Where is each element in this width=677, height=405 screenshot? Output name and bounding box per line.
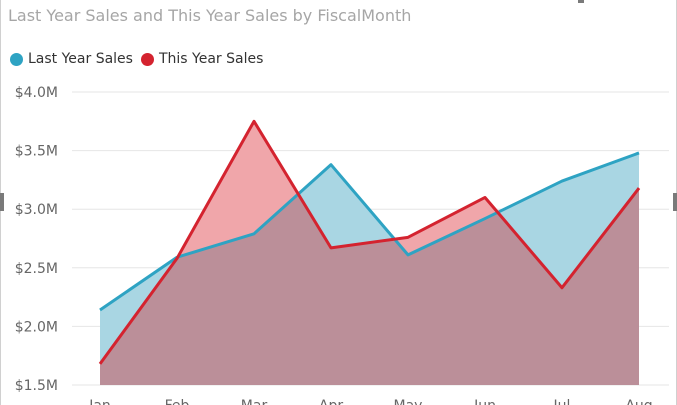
- chart-title: Last Year Sales and This Year Sales by F…: [8, 6, 412, 25]
- line-last-year-sales: [99, 151, 640, 312]
- resize-handle-top[interactable]: [578, 0, 584, 3]
- x-tick-label: Aug: [625, 398, 652, 405]
- y-tick-label: $2.0M: [15, 319, 58, 335]
- x-tick-label: May: [394, 398, 423, 405]
- x-tick-label: Feb: [165, 398, 190, 405]
- y-tick-label: $4.0M: [15, 85, 58, 101]
- y-tick-label: $3.5M: [15, 144, 58, 160]
- x-tick-label: Jan: [88, 398, 111, 405]
- resize-handle-right[interactable]: [673, 193, 677, 211]
- legend-item-last-year-sales[interactable]: Last Year Sales: [10, 51, 133, 67]
- resize-handle-left[interactable]: [0, 193, 4, 211]
- legend-label-this-year-sales: This Year Sales: [158, 51, 264, 67]
- x-tick-label: Apr: [319, 398, 343, 405]
- x-tick-label: Jul: [553, 398, 571, 405]
- y-tick-label: $1.5M: [15, 378, 58, 394]
- legend-marker-last-year-sales: [10, 52, 23, 66]
- legend-label-last-year-sales: Last Year Sales: [28, 51, 133, 67]
- area-overlap: [100, 188, 639, 385]
- line-this-year-sales: [98, 119, 641, 365]
- chart-legend: Last Year Sales This Year Sales: [10, 49, 271, 69]
- y-tick-label: $3.0M: [15, 202, 58, 218]
- y-tick-label: $2.5M: [15, 261, 58, 277]
- x-tick-label: Jun: [473, 398, 496, 405]
- legend-item-this-year-sales[interactable]: This Year Sales: [140, 51, 264, 67]
- legend-marker-this-year-sales: [140, 52, 154, 66]
- x-tick-label: Mar: [241, 398, 268, 405]
